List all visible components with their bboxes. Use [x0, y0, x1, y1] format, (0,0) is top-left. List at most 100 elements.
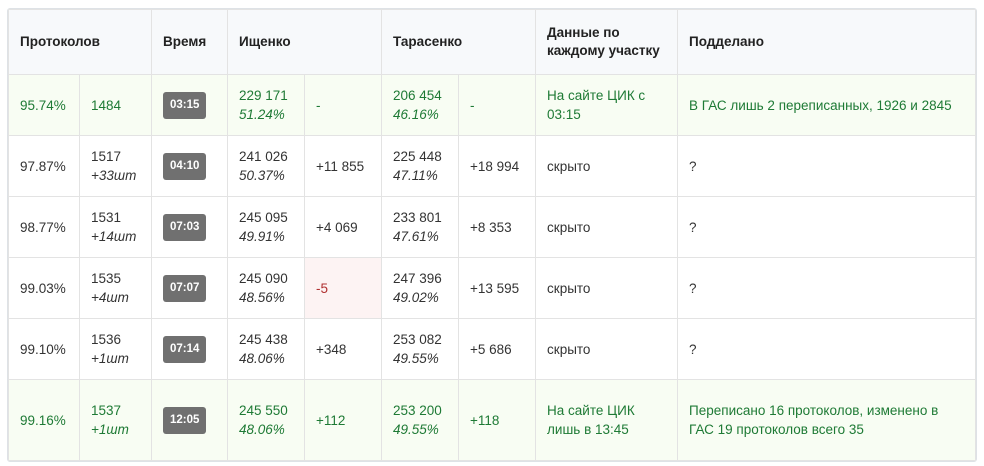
count: 1484: [91, 97, 122, 113]
ishchenko-votes: 245 090 48.56%: [227, 257, 306, 319]
vote-percent: 49.02%: [393, 290, 439, 305]
vote-percent: 51.24%: [239, 107, 285, 122]
time-cell: 03:15: [151, 74, 229, 136]
tarasenko-votes: 253 082 49.55%: [381, 318, 460, 380]
table-row: 98.77% 1531 +14шт 07:03 245 095 49.91% +4 069 2…: [8, 196, 976, 258]
count-added: +1шт: [91, 422, 129, 437]
count-added: +33шт: [91, 168, 137, 183]
ishchenko-votes: 241 026 50.37%: [227, 135, 306, 197]
vote-percent: 46.16%: [393, 107, 439, 122]
protocols-percent: 97.87%: [8, 135, 80, 197]
protocols-count: 1517 +33шт: [78, 135, 153, 197]
votes: 253 082: [393, 332, 442, 347]
ishchenko-delta: -: [304, 74, 383, 136]
votes: 245 438: [239, 332, 288, 347]
votes: 245 095: [239, 210, 288, 225]
protocols-percent: 99.10%: [8, 318, 80, 380]
header-tarasenko: Тарасенко: [381, 9, 537, 75]
ishchenko-votes: 245 095 49.91%: [227, 196, 306, 258]
header-precinct-data: Данные по каждому участку: [535, 9, 679, 75]
faked-note: Переписано 16 протоколов, изменено в ГАС…: [677, 379, 976, 461]
tarasenko-delta: +118: [458, 379, 537, 461]
faked-note: В ГАС лишь 2 переписанных, 1926 и 2845: [677, 74, 976, 136]
time-badge: 07:07: [163, 274, 207, 302]
count-added: +1шт: [91, 351, 129, 366]
table-row: 99.10% 1536 +1шт 07:14 245 438 48.06% +348 253 …: [8, 318, 976, 380]
vote-percent: 48.56%: [239, 290, 285, 305]
faked-note: ?: [677, 257, 976, 319]
ishchenko-delta: +4 069: [304, 196, 383, 258]
header-time: Время: [151, 9, 229, 75]
votes: 247 396: [393, 271, 442, 286]
ishchenko-votes: 245 550 48.06%: [227, 379, 306, 461]
tarasenko-delta: +8 353: [458, 196, 537, 258]
votes: 241 026: [239, 149, 288, 164]
time-cell: 07:03: [151, 196, 229, 258]
tarasenko-delta: +18 994: [458, 135, 537, 197]
count: 1531: [91, 210, 122, 225]
time-badge: 03:15: [163, 91, 207, 119]
precinct-data: скрыто: [535, 318, 679, 380]
ishchenko-delta: -5: [304, 257, 383, 319]
time-badge: 07:03: [163, 213, 207, 241]
tarasenko-votes: 253 200 49.55%: [381, 379, 460, 461]
votes: 229 171: [239, 88, 288, 103]
votes: 253 200: [393, 403, 442, 418]
header-protocols: Протоколов: [8, 9, 153, 75]
vote-percent: 49.91%: [239, 229, 285, 244]
ishchenko-votes: 229 171 51.24%: [227, 74, 306, 136]
time-cell: 12:05: [151, 379, 229, 461]
protocols-count: 1537 +1шт: [78, 379, 153, 461]
time-badge: 04:10: [163, 152, 207, 180]
count-added: +14шт: [91, 229, 137, 244]
header-row: Протоколов Время Ищенко Тарасенко Данные…: [8, 9, 976, 75]
results-table-container: Протоколов Время Ищенко Тарасенко Данные…: [7, 8, 977, 462]
precinct-data: скрыто: [535, 196, 679, 258]
vote-percent: 48.06%: [239, 351, 285, 366]
count: 1517: [91, 149, 122, 164]
count: 1536: [91, 332, 122, 347]
votes: 245 090: [239, 271, 288, 286]
ishchenko-delta: +348: [304, 318, 383, 380]
precinct-data: На сайте ЦИК с 03:15: [535, 74, 679, 136]
tarasenko-votes: 233 801 47.61%: [381, 196, 460, 258]
time-cell: 07:07: [151, 257, 229, 319]
faked-note: ?: [677, 135, 976, 197]
precinct-data: скрыто: [535, 135, 679, 197]
vote-percent: 47.11%: [393, 168, 438, 183]
time-badge: 12:05: [163, 406, 207, 434]
tarasenko-delta: +13 595: [458, 257, 537, 319]
tarasenko-votes: 206 454 46.16%: [381, 74, 460, 136]
time-cell: 04:10: [151, 135, 229, 197]
vote-percent: 49.55%: [393, 422, 439, 437]
faked-note: ?: [677, 196, 976, 258]
time-badge: 07:14: [163, 335, 207, 363]
ishchenko-votes: 245 438 48.06%: [227, 318, 306, 380]
table-row: 99.16% 1537 +1шт 12:05 245 550 48.06% +112 253 …: [8, 379, 976, 461]
precinct-data: скрыто: [535, 257, 679, 319]
count: 1535: [91, 271, 122, 286]
vote-percent: 47.61%: [393, 229, 439, 244]
time-cell: 07:14: [151, 318, 229, 380]
tarasenko-votes: 247 396 49.02%: [381, 257, 460, 319]
protocols-percent: 99.03%: [8, 257, 80, 319]
protocols-count: 1531 +14шт: [78, 196, 153, 258]
votes: 233 801: [393, 210, 442, 225]
vote-percent: 50.37%: [239, 168, 285, 183]
vote-percent: 48.06%: [239, 422, 285, 437]
count: 1537: [91, 403, 122, 418]
votes: 206 454: [393, 88, 442, 103]
protocols-percent: 98.77%: [8, 196, 80, 258]
protocols-percent: 99.16%: [8, 379, 80, 461]
ishchenko-delta: +11 855: [304, 135, 383, 197]
votes: 245 550: [239, 403, 288, 418]
header-faked: Подделано: [677, 9, 976, 75]
vote-percent: 49.55%: [393, 351, 439, 366]
protocols-percent: 95.74%: [8, 74, 80, 136]
tarasenko-delta: +5 686: [458, 318, 537, 380]
table-row: 95.74% 1484 03:15 229 171 51.24% -206 454 46.1…: [8, 74, 976, 136]
header-ishchenko: Ищенко: [227, 9, 383, 75]
precinct-data: На сайте ЦИК лишь в 13:45: [535, 379, 679, 461]
protocols-count: 1536 +1шт: [78, 318, 153, 380]
ishchenko-delta: +112: [304, 379, 383, 461]
